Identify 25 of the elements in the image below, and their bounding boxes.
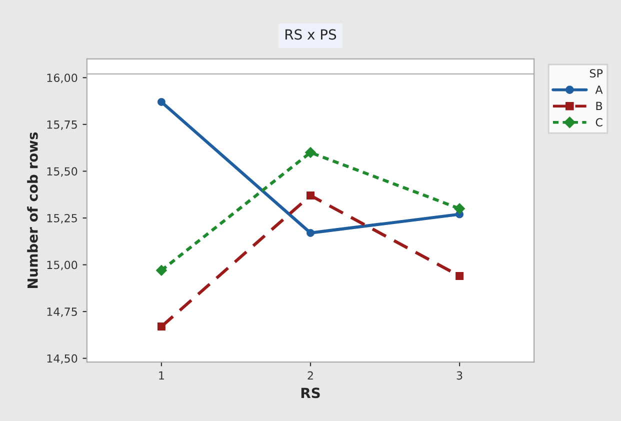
point	[306, 192, 314, 200]
point	[456, 272, 464, 280]
legend-label: C	[596, 118, 602, 126]
point	[454, 203, 465, 214]
x-axis-title: RS	[301, 388, 320, 398]
point	[157, 322, 166, 330]
y-tick-label: 14,50	[47, 354, 78, 364]
point	[157, 98, 166, 106]
x-tick-label: 2	[308, 371, 313, 380]
legend-title: SP	[590, 69, 603, 78]
point	[156, 264, 167, 276]
chart-title: RS x PS	[286, 29, 336, 40]
x-tick-label: 1	[159, 371, 164, 380]
y-tick-label: 15,00	[47, 260, 78, 270]
legend-label: A	[595, 86, 603, 94]
point	[306, 228, 314, 237]
y-tick-label: 14,75	[47, 308, 77, 318]
y-tick-label: 15,50	[47, 167, 78, 177]
x-tick-label: 3	[456, 371, 462, 380]
point	[305, 147, 316, 158]
y-tick-label: 16,00	[47, 74, 78, 84]
y-axis-title: Number of cob rows	[27, 132, 38, 288]
y-tick-label: 15,25	[47, 214, 77, 224]
legend-label: B	[596, 102, 602, 110]
y-tick-label: 15,75	[47, 120, 77, 130]
